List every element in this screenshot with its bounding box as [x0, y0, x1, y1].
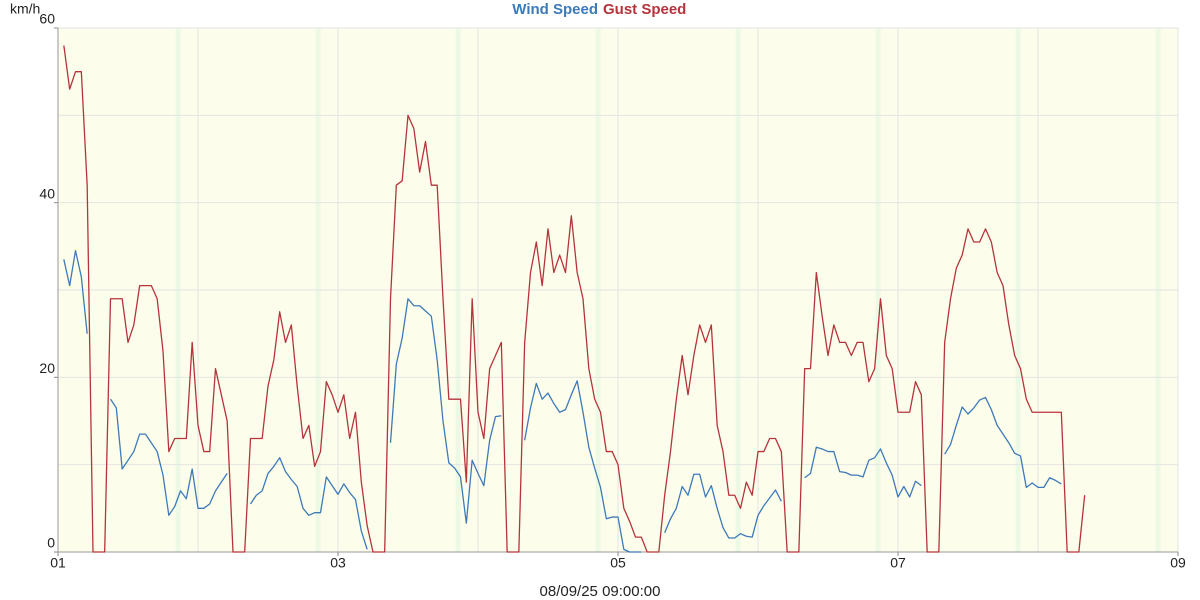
x-tick-label: 01 [50, 555, 66, 571]
series-line [63, 250, 1062, 553]
y-axis-label: km/h [10, 1, 40, 17]
y-tick-label: 20 [39, 360, 55, 376]
x-tick-label: 07 [890, 555, 906, 571]
lines [63, 45, 1086, 553]
y-tick-label: 40 [39, 185, 55, 201]
labels: 0 20 40 60 01 03 05 07 09 Wind Speed Gust Speed [39, 1, 1186, 571]
series-line [63, 45, 1086, 553]
y-tick-label: 60 [39, 11, 55, 27]
x-axis-label: 08/09/25 09:00:00 [540, 583, 661, 600]
x-tick-label: 09 [1170, 555, 1186, 571]
x-tick-label: 03 [330, 555, 346, 571]
legend-entry: Gust Speed [603, 1, 686, 18]
x-tick-label: 05 [610, 555, 626, 571]
y-tick-label: 0 [47, 535, 55, 551]
legend-entry: Wind Speed [512, 1, 598, 18]
